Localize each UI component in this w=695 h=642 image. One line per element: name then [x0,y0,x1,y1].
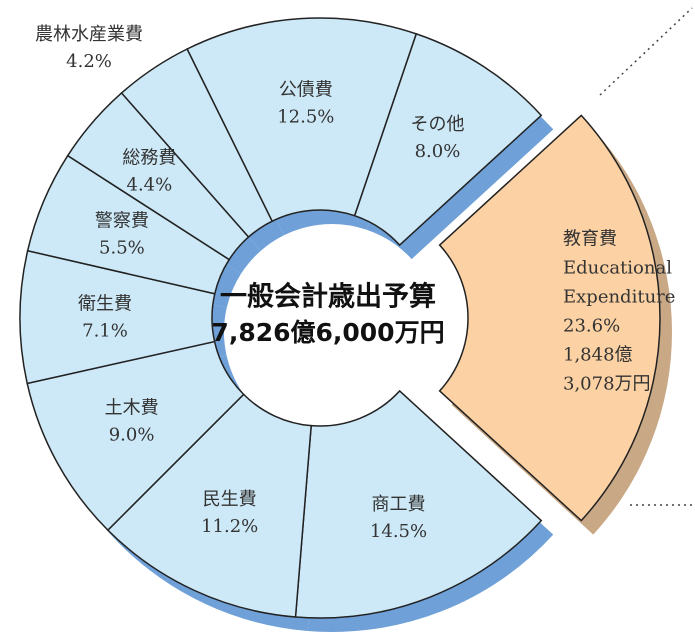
slice [294,389,543,619]
value-label: 12.5% [277,106,334,127]
category-label: 衛生費 [78,293,132,314]
slice [438,114,661,522]
center-value: 7,826億6,000万円 [211,318,444,347]
category-label: 総務費 [122,147,176,168]
slice [106,393,312,618]
category-label: 警察費 [95,210,149,231]
category-label: 農林水産業費 [35,24,143,45]
value-label: 5.5% [99,237,145,258]
category-label: 民生費 [203,489,257,510]
center-title: 一般会計歳出予算 [220,281,436,313]
value-label: 14.5% [370,521,427,542]
value-label: 23.6% [563,316,620,337]
category-label: 教育費 [563,229,617,250]
slice [186,17,418,223]
value-label: 8.0% [415,141,461,162]
value-label: 9.0% [109,425,155,446]
category-label: 公債費 [279,79,333,100]
slices [19,17,672,632]
category-label: その他 [410,114,464,135]
category-label: 土木費 [105,398,159,419]
value-label: 11.2% [201,516,258,537]
category-label: 商工費 [372,494,426,515]
leader-line [599,7,693,96]
slice [353,32,543,247]
english-label: Expenditure [563,287,675,308]
english-label: Educational [563,258,672,279]
value-label: 7.1% [82,320,128,341]
amount-label: 1,848億 [563,345,633,366]
amount-label: 3,078万円 [563,374,651,395]
value-label: 4.4% [127,174,173,195]
value-label: 4.2% [66,51,112,72]
